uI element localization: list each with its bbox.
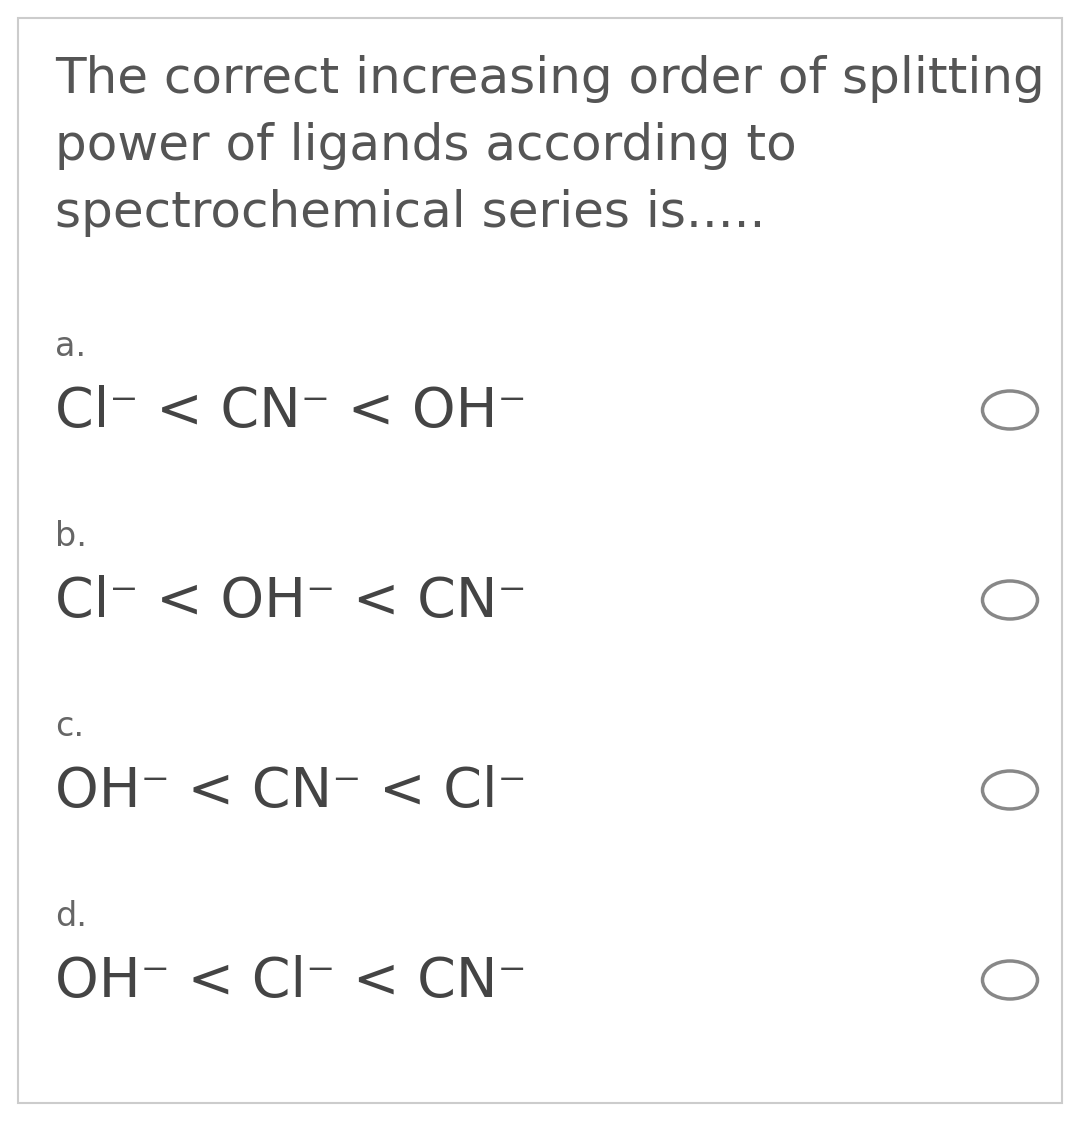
Text: OH⁻ < CN⁻ < Cl⁻: OH⁻ < CN⁻ < Cl⁻: [55, 765, 527, 819]
Text: a.: a.: [55, 330, 86, 363]
Text: d.: d.: [55, 900, 87, 933]
Text: Cl⁻ < OH⁻ < CN⁻: Cl⁻ < OH⁻ < CN⁻: [55, 575, 527, 629]
Text: b.: b.: [55, 520, 87, 553]
Text: Cl⁻ < CN⁻ < OH⁻: Cl⁻ < CN⁻ < OH⁻: [55, 385, 527, 439]
Text: OH⁻ < Cl⁻ < CN⁻: OH⁻ < Cl⁻ < CN⁻: [55, 955, 527, 1009]
Text: c.: c.: [55, 710, 84, 743]
Text: The correct increasing order of splitting
power of ligands according to
spectroc: The correct increasing order of splittin…: [55, 55, 1044, 237]
